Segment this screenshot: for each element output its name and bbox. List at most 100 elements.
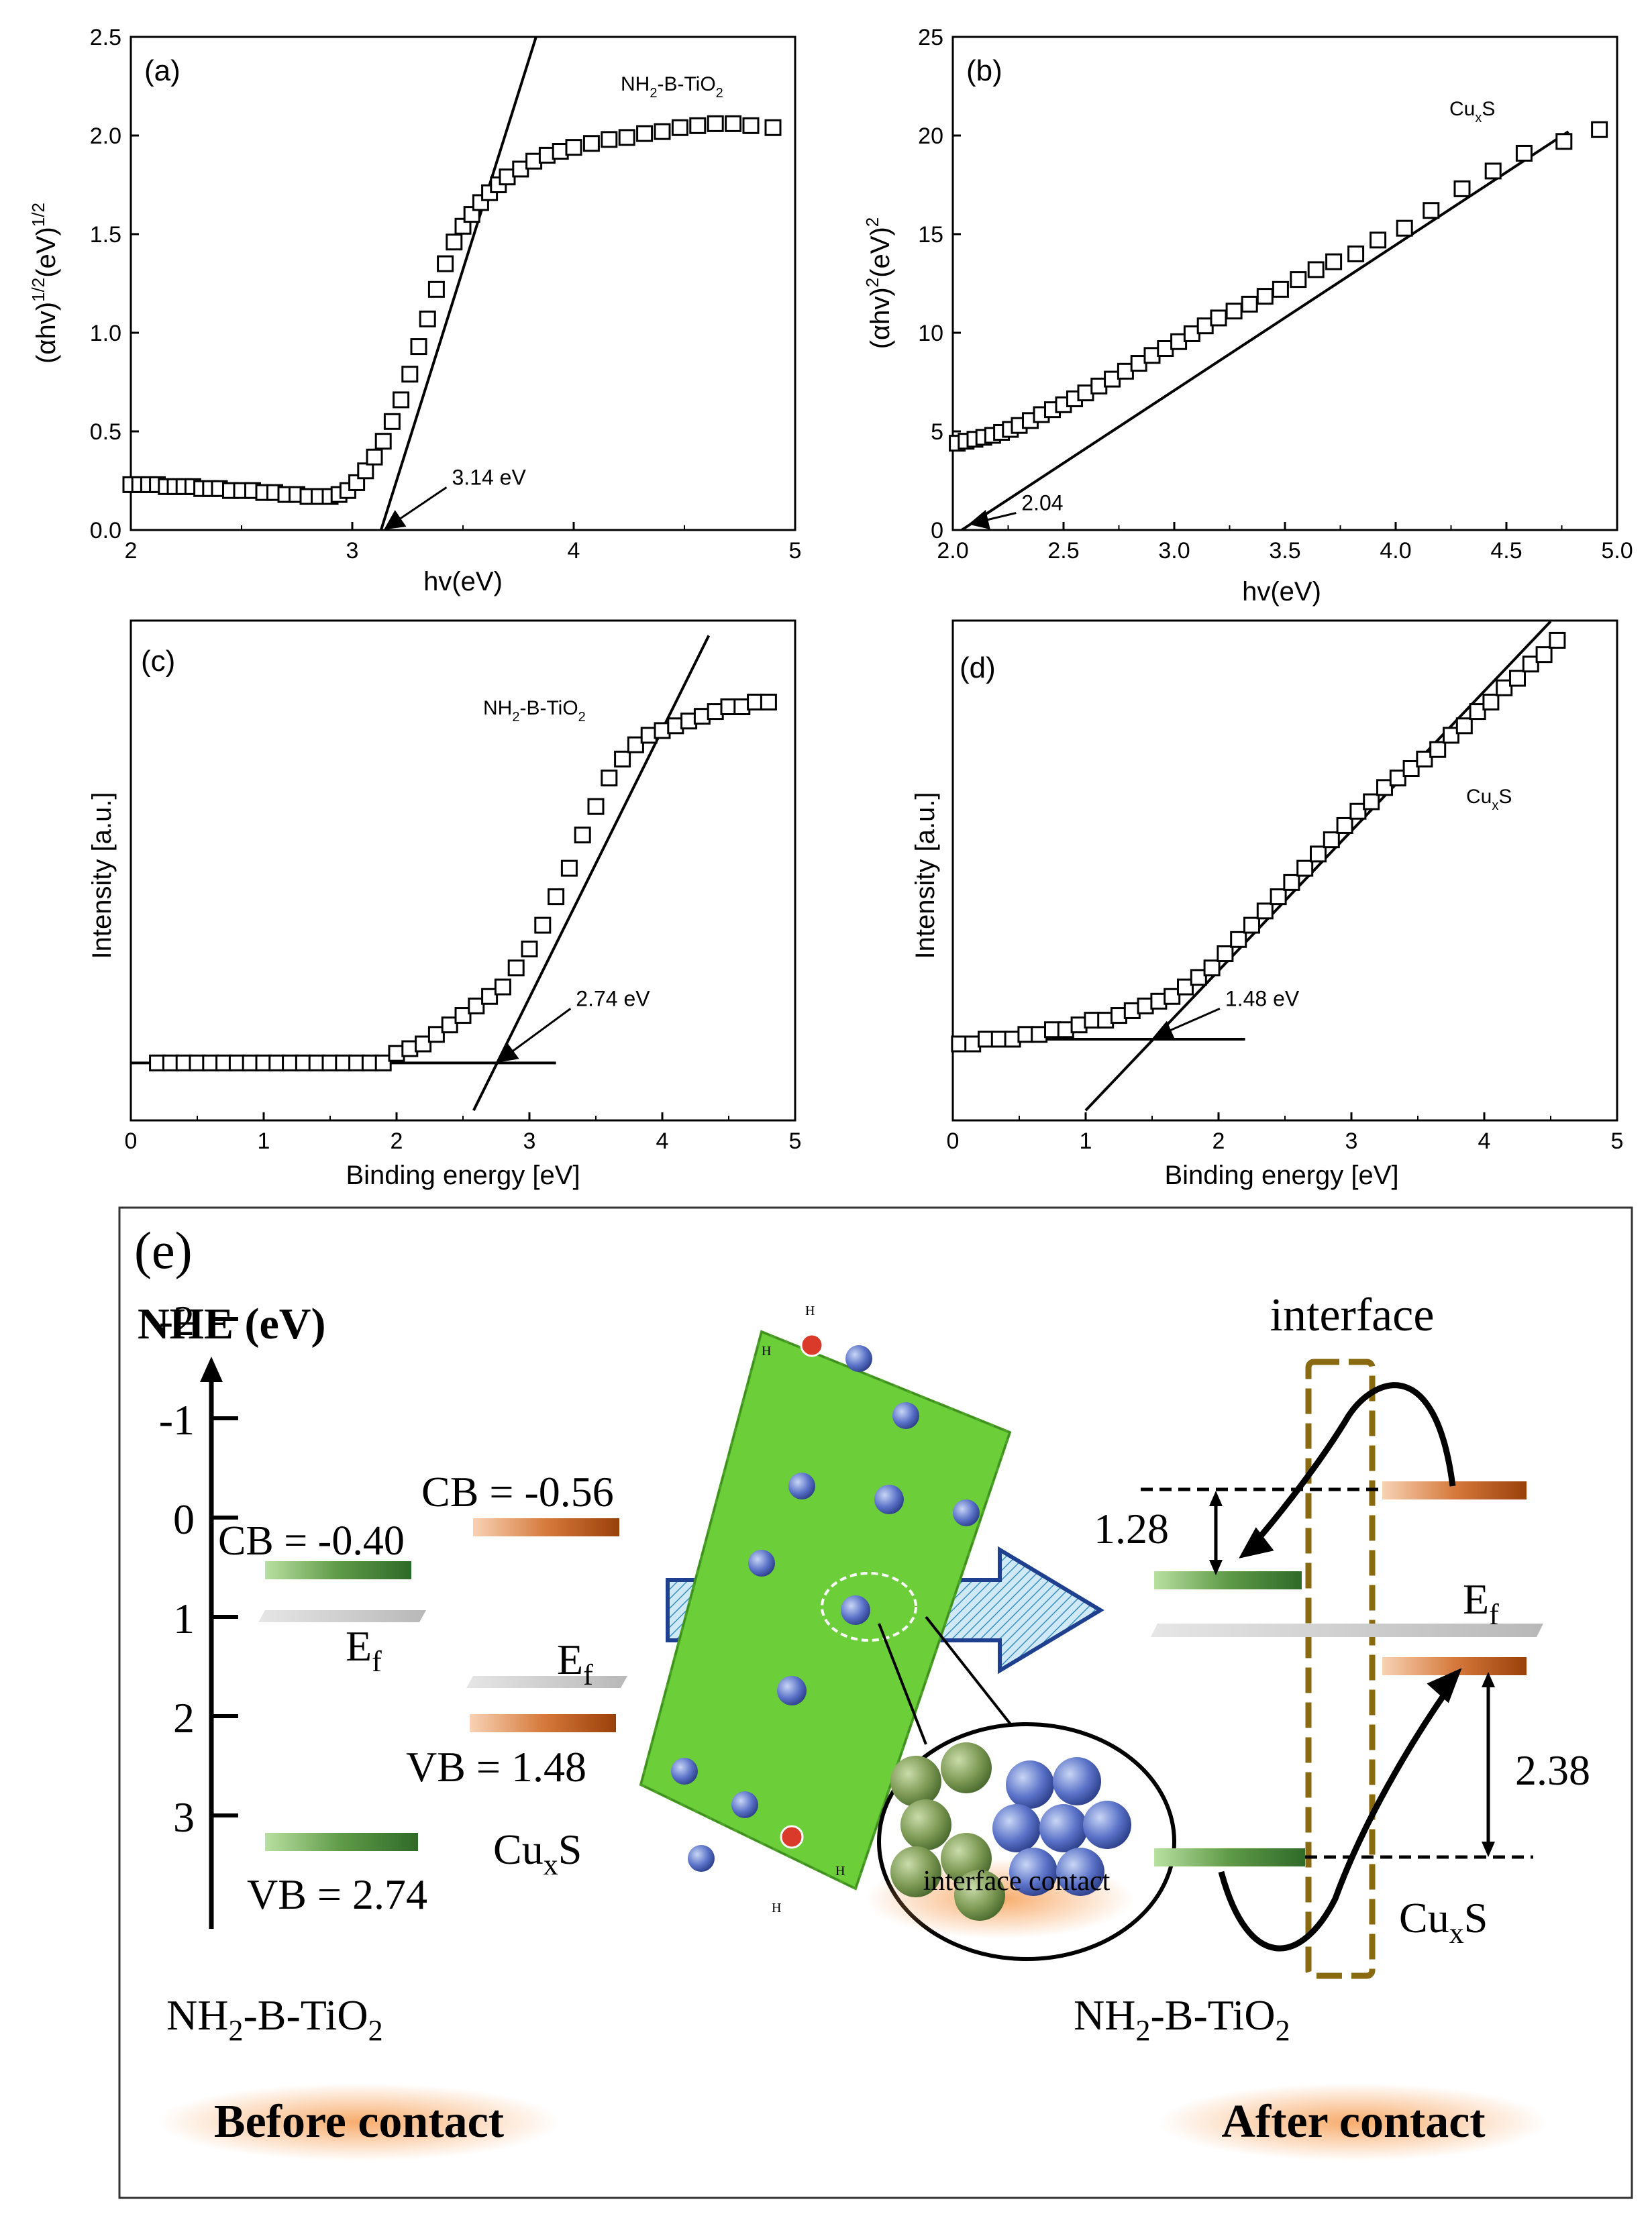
data-point [437, 255, 454, 272]
data-point [1443, 727, 1459, 744]
annotation-label: 2.74 eV [576, 986, 650, 1010]
before-tio2-ef-label: Ef [346, 1622, 382, 1678]
data-point [1416, 750, 1433, 768]
y-tick-label: 2.5 [90, 25, 121, 50]
electron-arrowhead-icon [1239, 1527, 1274, 1559]
y-tick-label: 20 [918, 123, 943, 149]
x-tick-label: 3 [1345, 1128, 1358, 1154]
data-point [427, 1026, 445, 1043]
data-point [1376, 779, 1393, 796]
nhe-tick-label: -1 [159, 1396, 195, 1444]
data-point [689, 117, 707, 134]
panel-d-xlabel: Binding energy [eV] [1164, 1161, 1398, 1190]
data-point [454, 1007, 472, 1024]
before-tio2-vb-label: VB = 2.74 [247, 1870, 427, 1918]
data-point [560, 859, 578, 877]
x-tick-label: 4.0 [1380, 538, 1411, 564]
data-point [1283, 874, 1300, 891]
panel-c-frame [130, 619, 796, 1122]
annotation-arrow [1152, 1008, 1221, 1040]
panel-a-xlabel: hv(eV) [423, 567, 503, 596]
annotation-arrow [384, 486, 448, 530]
data-point [548, 888, 565, 906]
x-tick-label: 2 [391, 1128, 403, 1154]
amine-molecule-icon [780, 1825, 804, 1849]
x-tick-label: 2.5 [1047, 538, 1079, 564]
data-point [636, 125, 654, 142]
before-cuxs-ef-bar [466, 1676, 627, 1688]
hydrogen-label: H [762, 1344, 771, 1359]
x-tick-label: 3.5 [1269, 538, 1300, 564]
data-point [1256, 902, 1274, 920]
x-tick-label: 4.5 [1490, 538, 1522, 564]
data-point [707, 115, 724, 132]
data-point [1455, 717, 1473, 735]
data-point [410, 338, 427, 356]
panel-d-frame [951, 619, 1618, 1122]
data-point [401, 366, 419, 383]
data-point [1496, 679, 1513, 696]
before-tio2-ef-bar [258, 1610, 426, 1622]
x-tick-label: 1 [258, 1128, 270, 1154]
x-tick-label: 4 [1478, 1128, 1491, 1154]
annotation-arrow [968, 509, 1017, 530]
cuxs-sphere [1056, 1848, 1104, 1896]
after-tio2-vb-bar [1154, 1848, 1305, 1866]
y-tick-label: 5 [931, 419, 943, 445]
after-ef-bar [1151, 1624, 1543, 1637]
before-tio2-name: NH2-B-TiO2 [166, 1991, 383, 2047]
data-point [1270, 888, 1287, 906]
data-point [1307, 261, 1325, 278]
cuxs-particle [688, 1845, 715, 1872]
data-point [1349, 802, 1367, 820]
data-point [1243, 916, 1260, 934]
data-point [1347, 245, 1365, 262]
nhe-axis-title: NHE (eV) [138, 1300, 325, 1349]
data-point [1210, 309, 1227, 327]
data-point [1310, 845, 1327, 863]
before-caption-glow [158, 2083, 560, 2161]
data-point [1509, 670, 1526, 687]
data-point [419, 310, 436, 327]
x-tick-label: 2 [125, 538, 138, 564]
before-cuxs-ef-label: Ef [557, 1636, 593, 1691]
before-cuxs-cb-bar [473, 1518, 619, 1536]
x-tick-label: 3 [523, 1128, 536, 1154]
data-point [742, 117, 760, 134]
panel-d: 0 1 2 3 4 5 1.48 eV (d) CuxS Binding energy [e… [911, 619, 1623, 1190]
panel-c-label: (c) [141, 645, 175, 678]
cuxs-particle [892, 1402, 919, 1429]
arrowhead-icon [1209, 1560, 1223, 1575]
hydrogen-label: H [772, 1901, 781, 1915]
cuxs-sphere [1006, 1760, 1054, 1809]
y-tick-label: 10 [918, 321, 943, 346]
panel-c-marks: 0 1 2 3 4 5 2.74 eV [125, 635, 801, 1154]
cuxs-sphere [1039, 1804, 1088, 1852]
hydrogen-label: H [835, 1864, 845, 1879]
cuxs-particle [777, 1676, 807, 1705]
interface-inset: interface contact [866, 1722, 1176, 1961]
after-tio2-name: NH2-B-TiO2 [1074, 1991, 1290, 2047]
arrowhead-icon [1209, 1491, 1223, 1506]
tio2-sphere [900, 1799, 951, 1850]
cuxs-particle [731, 1791, 758, 1818]
nhe-tick-label: 2 [173, 1694, 195, 1742]
inset-connector [925, 1616, 1015, 1729]
cuxs-particle [671, 1758, 698, 1785]
panel-b-series-label: CuxS [1449, 98, 1495, 125]
data-point [1336, 816, 1353, 834]
data-point [1469, 703, 1486, 721]
data-point [601, 131, 618, 148]
arrowhead-icon [1482, 1842, 1495, 1857]
fit-line [379, 36, 537, 531]
cuxs-sphere [1053, 1757, 1101, 1805]
x-tick-label: 0 [947, 1128, 960, 1154]
cuxs-particle [953, 1499, 980, 1526]
data-point [1325, 253, 1343, 270]
panel-e-label: (e) [134, 1221, 193, 1279]
data-point [1370, 231, 1387, 249]
panel-a-ylabel: (αhv)1/2(eV)1/2 [28, 203, 61, 364]
panel-b-marks: 2.0 2.5 3.0 3.5 4.0 4.5 5.0 0 5 10 15 20 25 2.04 [918, 25, 1633, 564]
before-tio2-vb-bar [265, 1833, 418, 1851]
data-point [1190, 969, 1207, 986]
